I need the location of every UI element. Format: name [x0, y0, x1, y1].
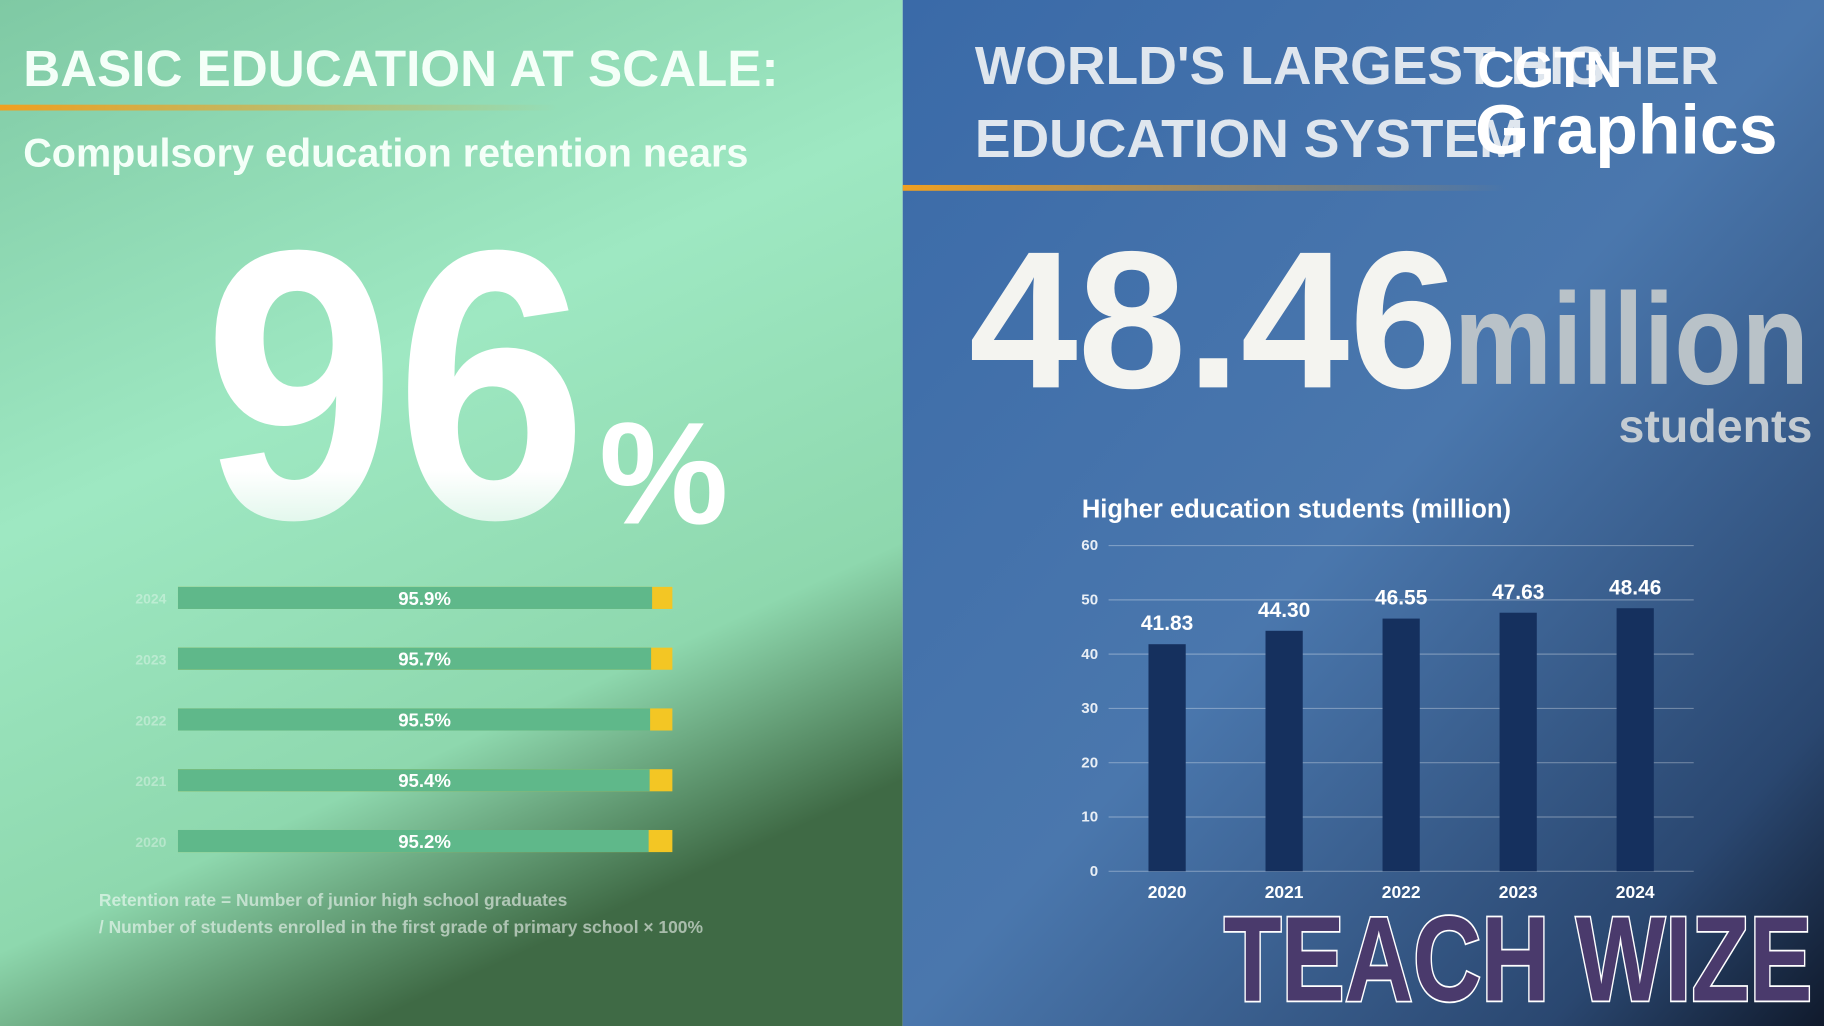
data-label: 47.63 — [1492, 581, 1544, 604]
y-tick-label: 2022 — [135, 712, 166, 728]
data-label: 44.30 — [1258, 599, 1310, 622]
right-title: WORLD'S LARGEST HIGHER — [975, 37, 1719, 96]
bar — [177, 829, 649, 853]
data-label: 95.9% — [398, 588, 451, 609]
data-label: 41.83 — [1141, 612, 1193, 635]
headline-number: 96 — [204, 171, 588, 600]
left-title: BASIC EDUCATION AT SCALE: — [23, 40, 778, 97]
plots: 2024 95.9%2023 95.7%2022 95.5%2021 95.4%2020… — [135, 537, 1694, 902]
bar — [1265, 630, 1303, 872]
accent-line — [902, 184, 1508, 191]
bar — [1499, 612, 1537, 872]
logo: CGTN — [1477, 41, 1622, 98]
y-tick-label: 30 — [1081, 700, 1098, 717]
chart-title: Higher education students (million) — [1082, 496, 1511, 524]
headline-caption: students — [1619, 400, 1813, 452]
data-label: 95.2% — [398, 831, 451, 852]
headline-unit: % — [599, 391, 728, 554]
y-tick-label: 0 — [1090, 863, 1098, 880]
data-label: 95.5% — [398, 709, 451, 730]
left-subtitle: Compulsory education retention nears — [23, 131, 748, 175]
bar — [177, 586, 653, 609]
bar — [177, 647, 652, 670]
x-tick-label: 2021 — [1265, 882, 1304, 902]
watermark: TEACH WIZE — [1224, 890, 1813, 1026]
footnote: / Number of students enrolled in the fir… — [99, 917, 704, 937]
left-panel — [0, 0, 903, 1026]
y-tick-label: 60 — [1081, 537, 1098, 554]
x-tick-label: 2022 — [1382, 882, 1421, 902]
y-tick-label: 20 — [1081, 754, 1098, 771]
data-label: 95.7% — [398, 649, 451, 670]
data-label: 46.55 — [1375, 587, 1428, 610]
y-tick-label: 40 — [1081, 646, 1098, 663]
bar — [1616, 608, 1654, 872]
data-label: 48.46 — [1609, 576, 1661, 599]
x-tick-label: 2020 — [1148, 882, 1187, 902]
y-tick-label: 2024 — [135, 591, 166, 607]
y-tick-label: 2021 — [135, 773, 166, 789]
x-tick-label: 2024 — [1616, 882, 1655, 902]
headline-unit: million — [1454, 266, 1809, 412]
right-title: EDUCATION SYSTEM — [975, 110, 1524, 169]
x-tick-label: 2023 — [1499, 882, 1538, 902]
bar — [1148, 644, 1186, 872]
y-tick-label: 10 — [1081, 809, 1098, 826]
bar — [177, 708, 651, 731]
bar — [1382, 618, 1420, 872]
y-tick-label: 50 — [1081, 592, 1098, 609]
y-tick-label: 2023 — [135, 652, 166, 668]
y-tick-label: 2020 — [135, 834, 166, 850]
data-label: 95.4% — [398, 770, 451, 791]
accent-line — [0, 104, 559, 111]
logo: Graphics — [1475, 91, 1778, 169]
right-panel — [902, 0, 1824, 1026]
footnote: Retention rate = Number of junior high s… — [99, 890, 567, 910]
bar — [177, 769, 650, 792]
headline-number: 48.46 — [969, 211, 1458, 429]
